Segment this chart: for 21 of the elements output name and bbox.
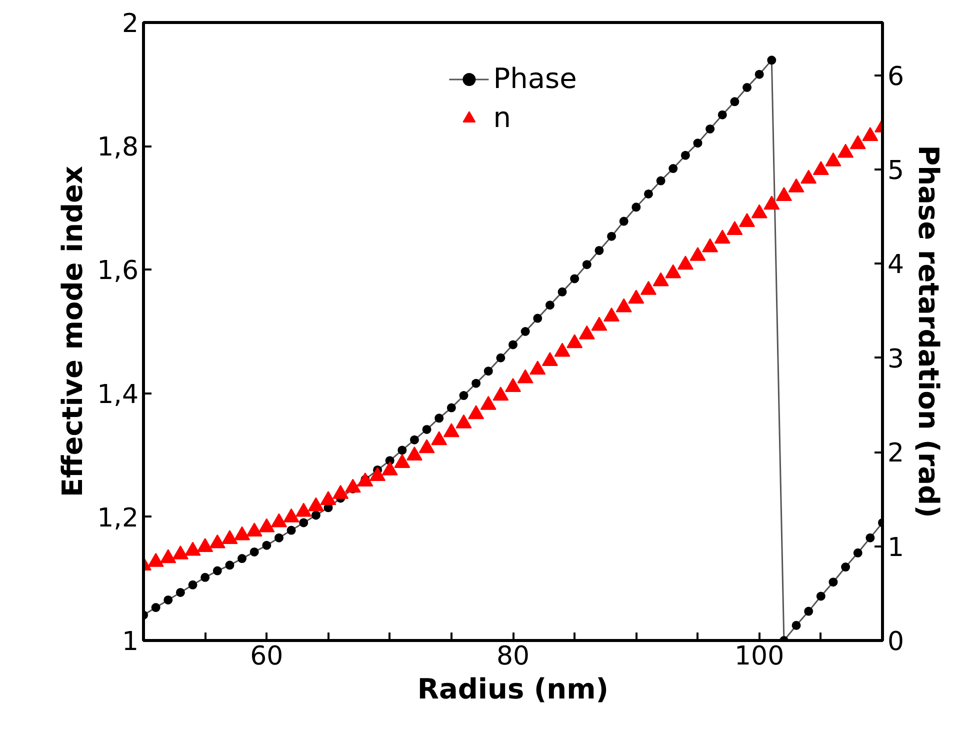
y2-tick-label: 6 xyxy=(888,62,904,92)
x-tick-label: 100 xyxy=(734,642,784,672)
y2-tick-label: 1 xyxy=(888,532,904,563)
x-tick-label: 60 xyxy=(250,642,284,672)
y-tick-label: 1,2 xyxy=(97,503,139,534)
y2-tick-label: 0 xyxy=(888,627,904,657)
x-axis-title: Radius (nm) xyxy=(417,672,609,706)
legend-label: Phase xyxy=(493,62,577,95)
x-tick-label: 80 xyxy=(496,642,530,672)
y-axis-title: Effective mode index xyxy=(56,166,90,498)
y2-tick-label: 2 xyxy=(888,438,904,469)
legend-label: n xyxy=(493,101,512,134)
y-tick-label: 1 xyxy=(122,627,139,657)
y-tick-label: 2 xyxy=(122,9,139,39)
y2-axis-title: Phase retardation (rad) xyxy=(912,145,946,518)
y2-tick-label: 4 xyxy=(888,250,904,280)
y2-tick-label: 3 xyxy=(888,344,904,374)
y2-tick-label: 5 xyxy=(888,156,904,186)
y-tick-label: 1,8 xyxy=(97,132,139,163)
y-tick-label: 1,6 xyxy=(97,256,139,286)
y-tick-label: 1,4 xyxy=(97,380,139,410)
